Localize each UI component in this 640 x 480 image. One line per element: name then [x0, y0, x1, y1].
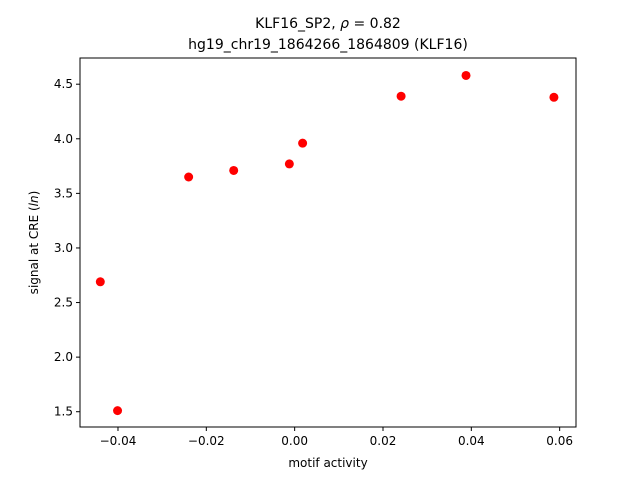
x-tick-label: 0.06 — [546, 434, 573, 448]
x-tick-label: 0.02 — [370, 434, 397, 448]
data-points — [95, 70, 559, 416]
y-tick-label: 2.5 — [54, 296, 73, 310]
y-tick-label: 1.5 — [54, 405, 73, 419]
y-tick-label: 4.5 — [54, 77, 73, 91]
ylabel-italic: ln — [27, 195, 41, 206]
ylabel-prefix: signal at CRE ( — [27, 206, 41, 294]
x-axis-ticks: −0.04 −0.02 0.00 0.02 0.04 0.06 — [100, 427, 573, 448]
y-axis-label: signal at CRE (ln) — [27, 191, 41, 295]
data-point — [184, 172, 194, 182]
chart-title-line1: KLF16_SP2, ρ = 0.82 — [255, 16, 401, 32]
ylabel-suffix: ) — [27, 191, 41, 196]
y-tick-label: 2.0 — [54, 350, 73, 364]
y-axis-ticks: 1.5 2.0 2.5 3.0 3.5 4.0 4.5 — [54, 77, 80, 419]
y-tick-label: 3.5 — [54, 186, 73, 200]
data-point — [95, 277, 105, 287]
data-point — [461, 70, 471, 80]
data-point — [396, 91, 406, 101]
x-tick-label: 0.04 — [458, 434, 485, 448]
data-point — [229, 165, 239, 175]
title-rho: ρ — [340, 16, 349, 32]
x-tick-label: −0.04 — [100, 434, 137, 448]
chart-title-line2: hg19_chr19_1864266_1864809 (KLF16) — [188, 37, 468, 53]
x-tick-label: 0.00 — [281, 434, 308, 448]
y-tick-label: 3.0 — [54, 241, 73, 255]
data-point — [298, 138, 308, 148]
x-axis-label: motif activity — [288, 456, 367, 470]
data-point — [113, 406, 123, 416]
x-tick-label: −0.02 — [188, 434, 225, 448]
title-prefix: KLF16_SP2, — [255, 16, 340, 32]
data-point — [549, 92, 559, 102]
y-tick-label: 4.0 — [54, 132, 73, 146]
title-suffix: = 0.82 — [349, 16, 401, 32]
plot-frame — [79, 57, 577, 428]
data-point — [284, 159, 294, 169]
